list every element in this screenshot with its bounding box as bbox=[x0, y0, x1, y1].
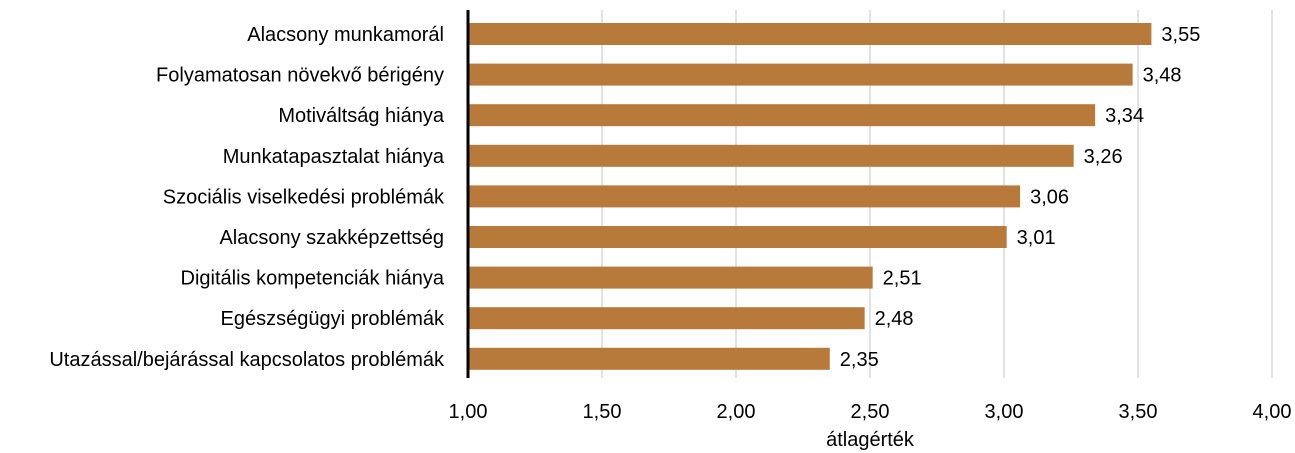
value-label: 2,35 bbox=[840, 349, 879, 371]
bars bbox=[468, 23, 1152, 370]
x-tick-label: 2,50 bbox=[851, 401, 890, 423]
category-label: Digitális kompetenciák hiánya bbox=[181, 268, 445, 290]
category-label: Motiváltság hiánya bbox=[278, 105, 445, 127]
value-label: 3,48 bbox=[1143, 65, 1182, 87]
value-label: 3,34 bbox=[1105, 105, 1144, 127]
value-label: 3,06 bbox=[1030, 186, 1069, 208]
category-label: Alacsony szakképzettség bbox=[219, 227, 444, 249]
value-label: 3,26 bbox=[1084, 146, 1123, 168]
value-labels: 3,55 3,48 3,34 3,26 3,06 3,01 2,51 2,48 2,35 bbox=[840, 24, 1201, 371]
category-label: Munkatapasztalat hiánya bbox=[223, 146, 445, 168]
bar bbox=[468, 104, 1096, 127]
bar bbox=[468, 226, 1007, 248]
bar bbox=[468, 347, 830, 370]
value-label: 2,48 bbox=[875, 308, 914, 330]
x-tick-label: 1,50 bbox=[583, 401, 622, 423]
category-labels: Alacsony munkamorál Folyamatosan növekvő … bbox=[49, 24, 445, 371]
x-axis-title: átlagérték bbox=[826, 429, 915, 451]
category-label: Egészségügyi problémák bbox=[221, 308, 445, 330]
x-tick-label: 2,00 bbox=[717, 401, 756, 423]
x-tick-label: 3,50 bbox=[1119, 401, 1158, 423]
value-label: 2,51 bbox=[883, 268, 922, 290]
category-label: Folyamatosan növekvő bérigény bbox=[156, 65, 444, 87]
category-label: Szociális viselkedési problémák bbox=[163, 186, 445, 208]
value-label: 3,01 bbox=[1017, 227, 1056, 249]
bar bbox=[468, 63, 1133, 86]
x-tick-label: 3,00 bbox=[985, 401, 1024, 423]
category-label: Utazással/bejárással kapcsolatos problém… bbox=[49, 349, 445, 371]
bar bbox=[468, 307, 865, 330]
category-label: Alacsony munkamorál bbox=[247, 24, 444, 46]
bar bbox=[468, 144, 1074, 167]
x-tick-label: 1,00 bbox=[449, 401, 488, 423]
bar bbox=[468, 185, 1021, 208]
x-tick-labels: 1,00 1,50 2,00 2,50 3,00 3,50 4,00 bbox=[449, 401, 1292, 423]
value-label: 3,55 bbox=[1161, 24, 1200, 46]
bar bbox=[468, 23, 1152, 45]
x-tick-label: 4,00 bbox=[1253, 401, 1292, 423]
bar bbox=[468, 266, 873, 289]
